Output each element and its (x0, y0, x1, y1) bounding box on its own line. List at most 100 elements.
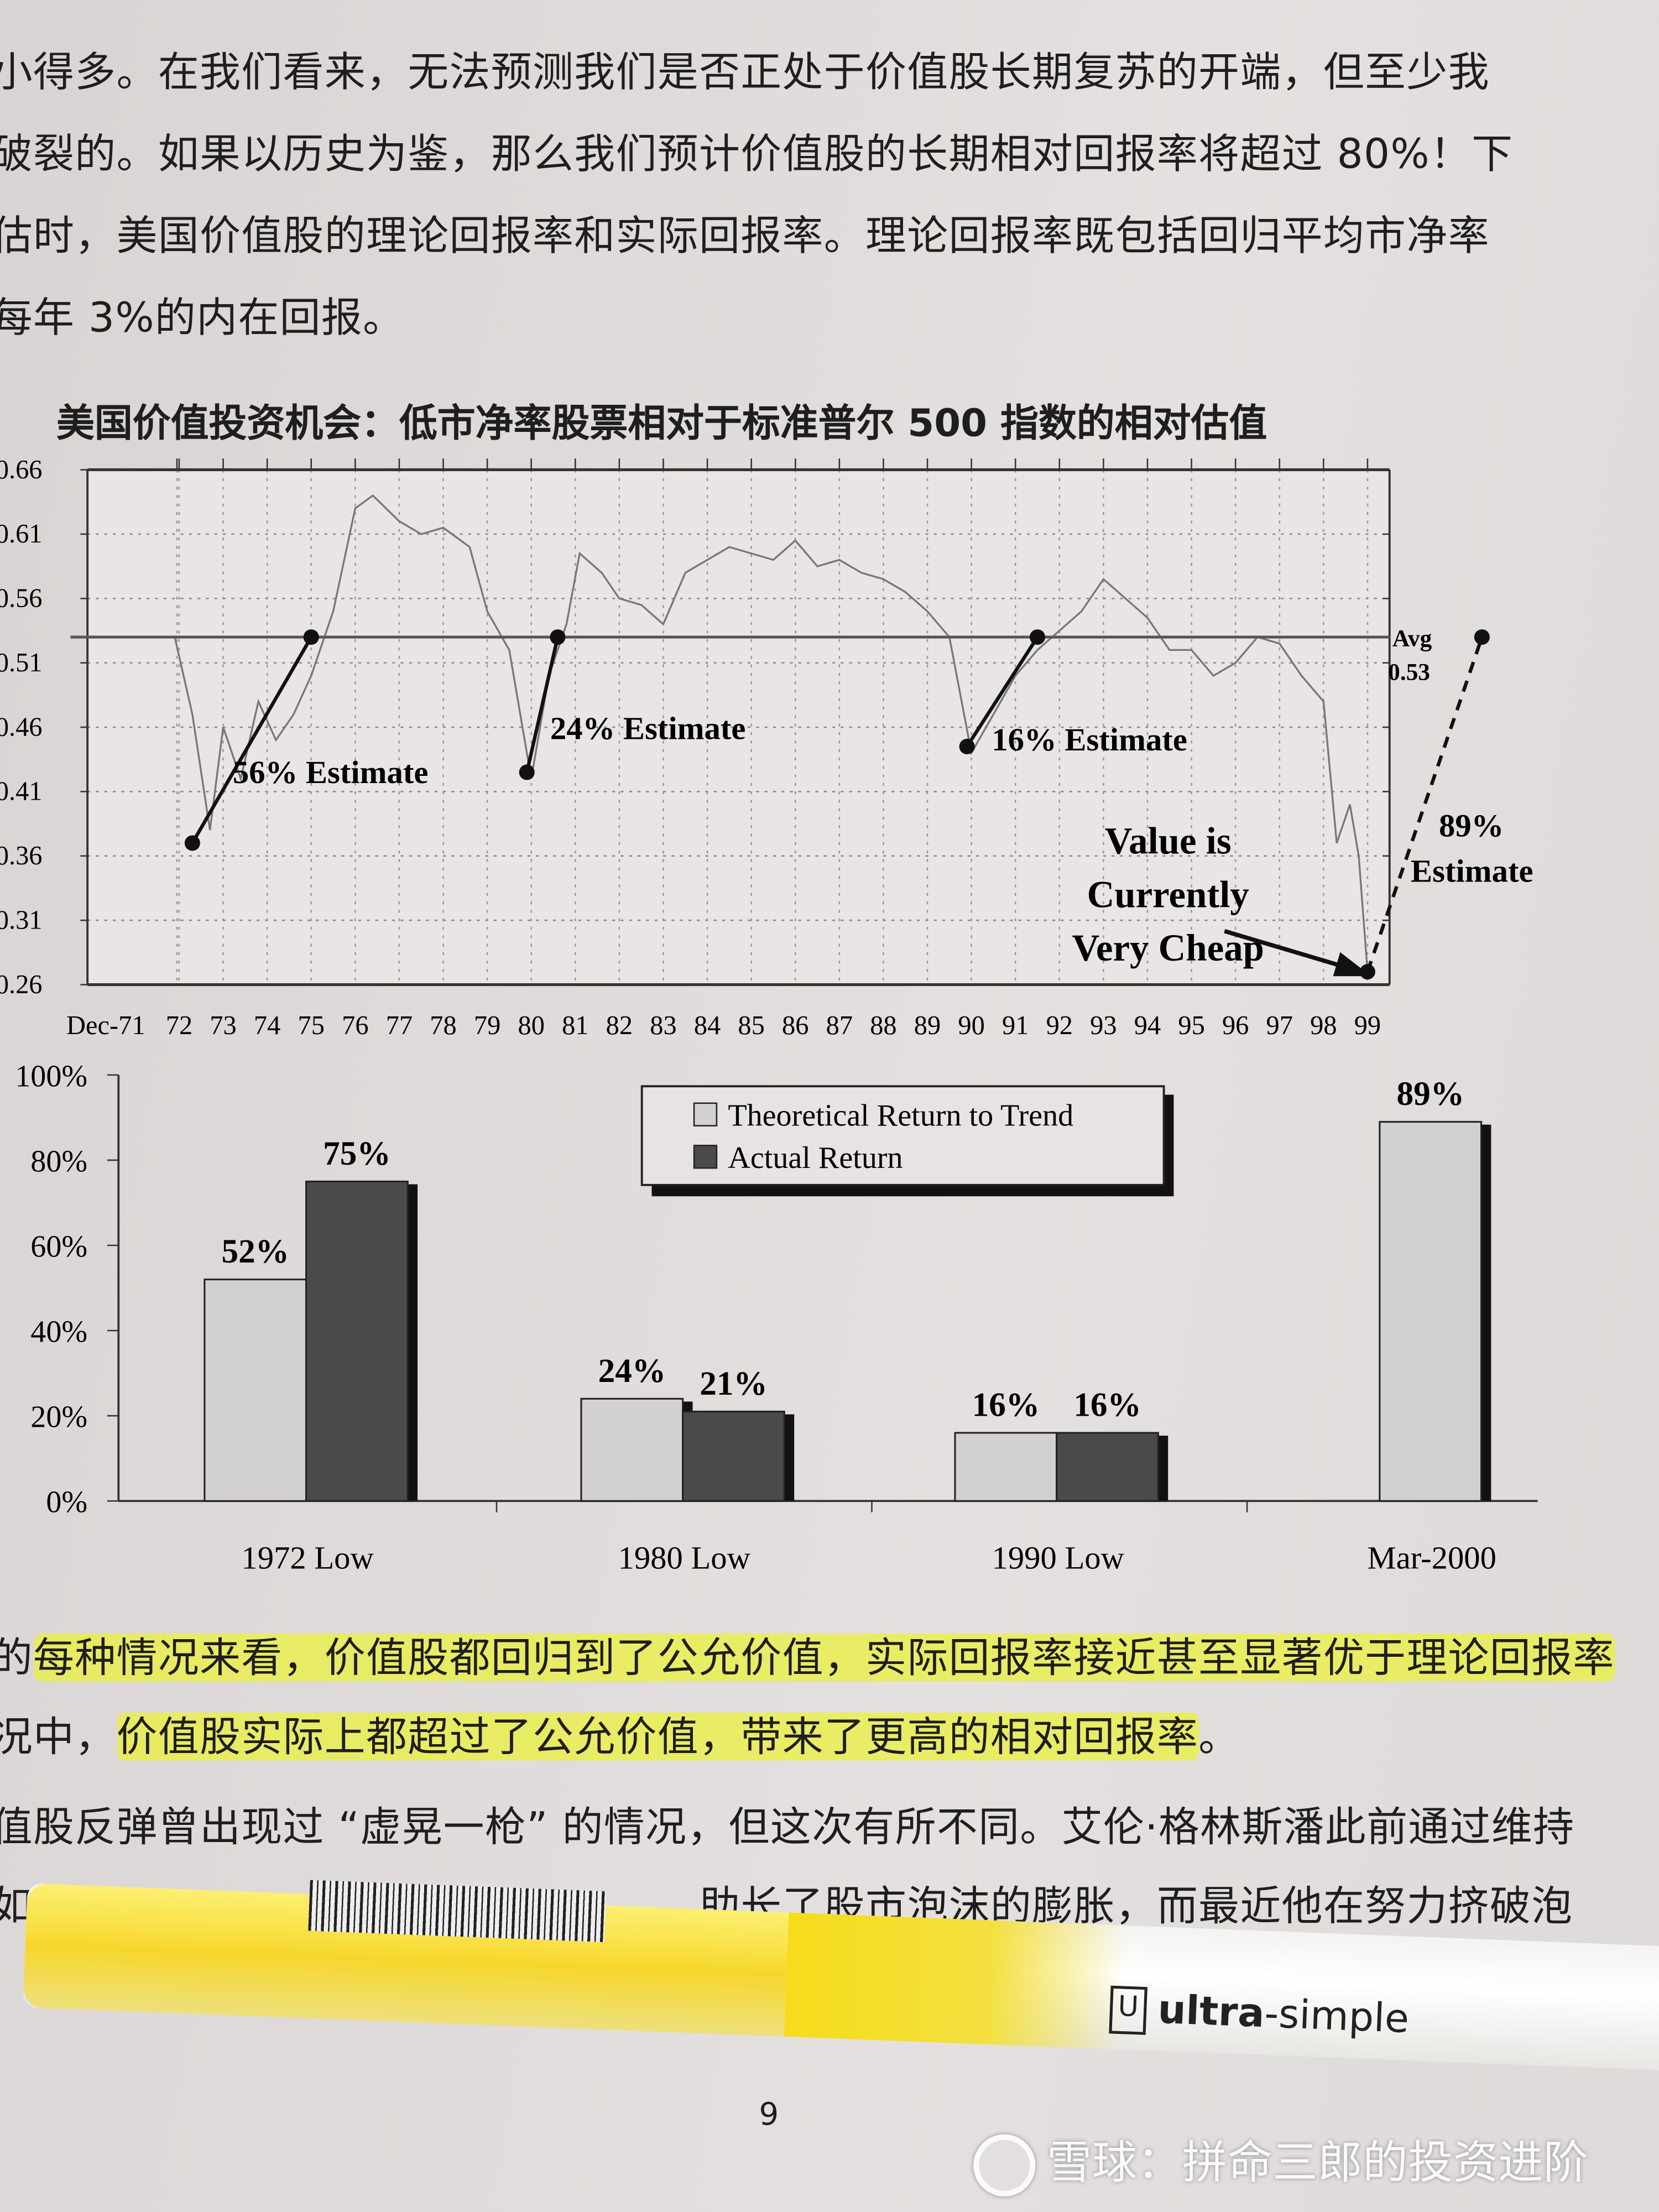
estimate-end-point (303, 629, 319, 645)
estimate-label: 56% Estimate (233, 754, 429, 790)
x-tick-label: 80 (518, 1011, 544, 1040)
bar (580, 1397, 684, 1502)
data-label: 52% (222, 1233, 289, 1270)
callout-arrow (1224, 928, 1358, 973)
bar (1056, 1432, 1159, 1502)
estimate-start-point (519, 764, 535, 780)
paragraph-line: 况中，价值股实际上都超过了公允价值，带来了更高的相对回报率。 (0, 1704, 1240, 1764)
text: 况中， (0, 1712, 117, 1761)
estimate-label: 24% Estimate (550, 711, 746, 747)
x-tick-label: 87 (826, 1011, 853, 1040)
y-tick-label: 0.31 (0, 906, 43, 935)
x-tick-label: 90 (958, 1011, 984, 1040)
x-tick-label: 93 (1090, 1011, 1117, 1040)
y-tick-label: 0.41 (0, 777, 43, 806)
category-label: Mar-2000 (1368, 1540, 1496, 1576)
series-line (174, 494, 1369, 972)
paragraph-line: 每年 3%的内在回报。 (0, 293, 405, 342)
estimate-line (965, 636, 1039, 748)
brand-bold: ultra (1157, 1986, 1266, 2037)
estimate-start-point (959, 738, 975, 754)
x-tick-label: 82 (606, 1011, 633, 1040)
highlighted-text: 价值股实际上都超过了公允价值，带来了更高的相对回报率 (116, 1712, 1199, 1761)
y-tick-label: 0.36 (0, 841, 43, 870)
y-tick-label: 0.66 (0, 455, 43, 484)
watermark: 雪球：拼命三郎的投资进阶 (973, 2127, 1588, 2197)
estimate-label: Estimate (1411, 853, 1533, 889)
y-tick-label: 0.46 (0, 712, 43, 742)
watermark-text: 雪球：拼命三郎的投资进阶 (1046, 2136, 1589, 2190)
x-tick-label: 74 (254, 1011, 280, 1040)
bar (1379, 1121, 1483, 1502)
x-tick-label: 75 (298, 1011, 325, 1040)
data-label: 75% (323, 1135, 390, 1172)
estimate-end-point (1474, 629, 1490, 645)
estimate-label: 16% Estimate (992, 722, 1187, 758)
x-tick-label: 85 (738, 1011, 764, 1040)
data-label: 16% (972, 1386, 1040, 1423)
x-tick-label: 79 (474, 1011, 500, 1040)
category-label: 1990 Low (992, 1540, 1125, 1576)
callout-text: Currently (1087, 873, 1249, 915)
y-tick-label: 0.26 (0, 970, 43, 999)
x-tick-label: 96 (1222, 1011, 1249, 1040)
data-label: 24% (598, 1352, 666, 1390)
x-tick-label: 99 (1354, 1011, 1381, 1040)
estimate-label: 89% (1439, 808, 1504, 844)
category-label: 1972 Low (241, 1540, 374, 1576)
bar (204, 1279, 307, 1502)
x-tick-label: 92 (1046, 1011, 1073, 1040)
estimate-line (191, 636, 313, 844)
y-tick-label: 20% (30, 1400, 87, 1434)
average-value: 0.53 (1388, 659, 1430, 686)
data-label: 21% (700, 1365, 767, 1402)
legend (640, 1085, 1165, 1186)
page-number: 9 (759, 2098, 779, 2133)
paragraph-line: 估时，美国价值股的理论回报率和实际回报率。理论回报率既包括回归平均市净率 (0, 211, 1490, 260)
data-label: 89% (1396, 1075, 1464, 1113)
estimate-line (525, 637, 560, 773)
bar (682, 1410, 785, 1502)
average-label: Avg (1392, 625, 1432, 651)
legend-label: Theoretical Return to Trend (728, 1099, 1073, 1133)
y-tick-label: 80% (30, 1144, 87, 1178)
y-tick-label: 40% (30, 1315, 87, 1349)
x-tick-label: 73 (210, 1011, 236, 1040)
paragraph-line: 破裂的。如果以历史为鉴，那么我们预计价值股的长期相对回报率将超过 80%！下 (0, 129, 1514, 178)
estimate-start-point (184, 835, 200, 851)
charts: 0.26 0.31 0.36 0.41 0.46 0.51 0.56 0.61 0.66 Dec-… (0, 455, 1538, 1576)
y-tick-label: 60% (30, 1229, 87, 1264)
legend-label: Actual Return (728, 1141, 902, 1175)
x-tick-label: 77 (386, 1011, 413, 1040)
y-tick-label: 0% (46, 1485, 87, 1520)
legend-swatch (693, 1145, 718, 1169)
x-tick-label: 81 (562, 1011, 588, 1040)
y-tick-label: 0.51 (0, 648, 43, 677)
x-tick-label: 97 (1266, 1011, 1293, 1040)
text: 。 (1198, 1712, 1240, 1761)
paragraph-line: 小得多。在我们看来，无法预测我们是否正处于价值股长期复苏的开端，但至少我 (0, 48, 1490, 96)
arrow-head-icon (1333, 952, 1371, 977)
highlighted-text: 每种情况来看，价值股都回归到了公允价值，实际回报率接近甚至显著优于理论回报率 (33, 1634, 1615, 1682)
callout-text: Value is (1105, 820, 1232, 862)
pen-ink-window (784, 1912, 1128, 2050)
bar (954, 1432, 1058, 1502)
x-tick-label: 95 (1178, 1011, 1204, 1040)
x-tick-label: 72 (166, 1011, 192, 1040)
x-tick-label: Dec-71 (66, 1011, 145, 1040)
x-tick-label: 84 (694, 1011, 721, 1040)
data-label: 16% (1073, 1386, 1141, 1423)
y-tick-label: 100% (15, 1059, 87, 1093)
x-tick-label: 76 (342, 1011, 368, 1040)
category-label: 1980 Low (618, 1540, 750, 1576)
y-tick-label: 0.61 (0, 519, 43, 549)
brand-rest: -simple (1263, 1990, 1410, 2042)
paragraph-line: 值股反弹曾出现过 “虚晃一枪” 的情况，但这次有所不同。艾伦·格林斯潘此前通过维… (0, 1803, 1575, 1851)
chart-title: 美国价值投资机会：低市净率股票相对于标准普尔 500 指数的相对估值 (56, 402, 1267, 446)
legend-swatch (693, 1102, 718, 1126)
brand-logo-icon: U (1109, 1985, 1147, 2035)
estimate-end-point (1029, 629, 1046, 645)
y-tick-label: 0.56 (0, 584, 43, 613)
x-tick-label: 83 (650, 1011, 676, 1040)
